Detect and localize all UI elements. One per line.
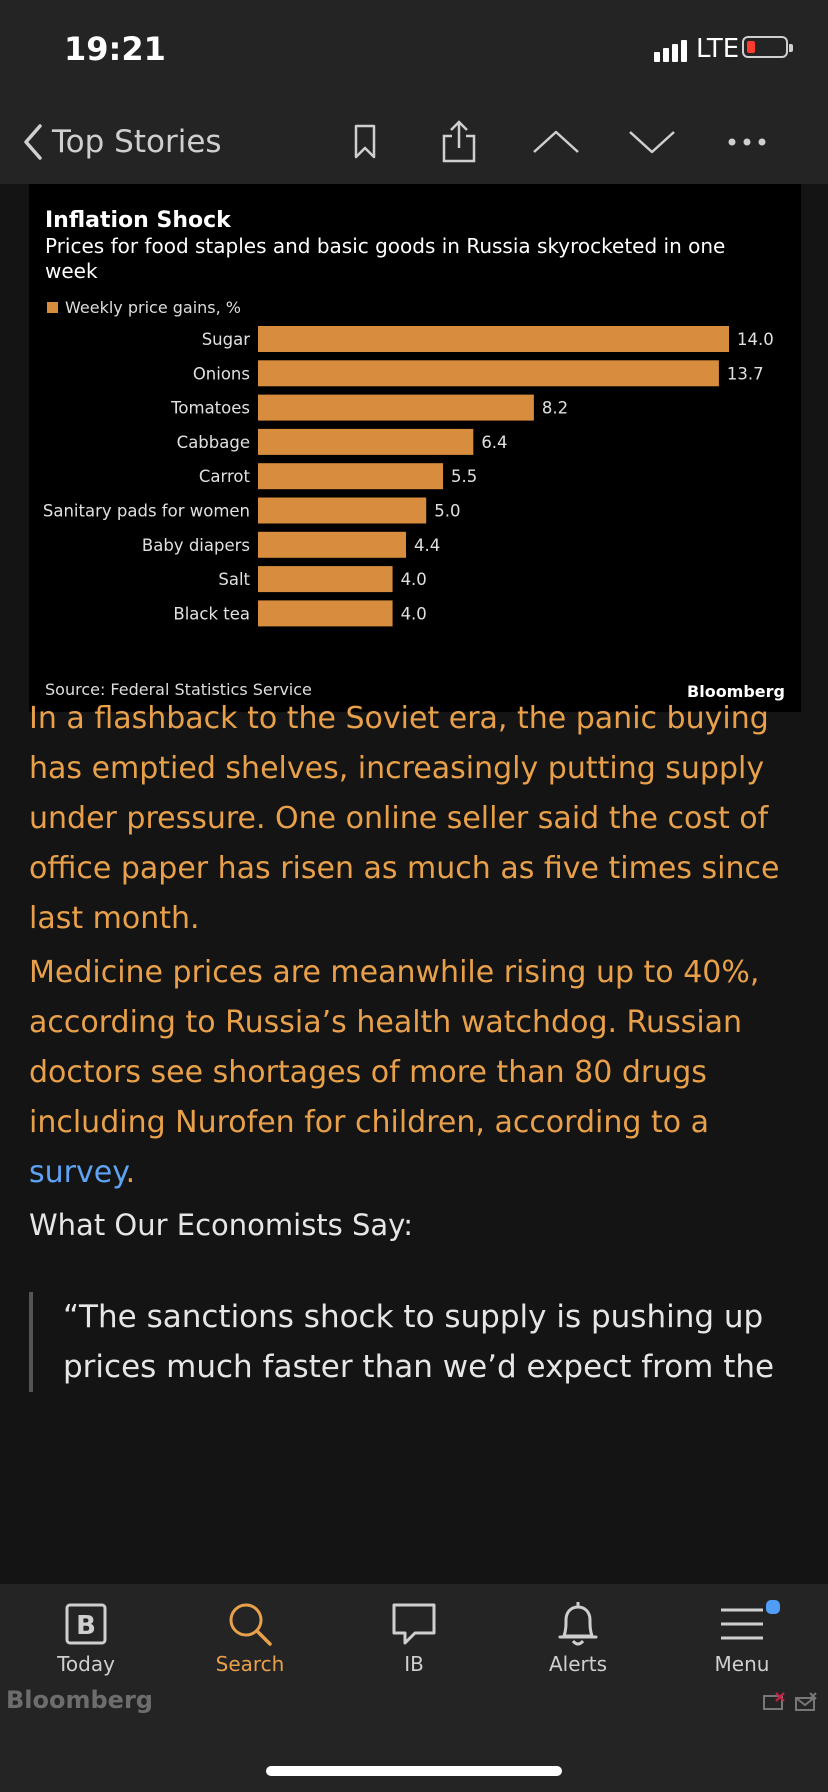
category-label: Tomatoes (170, 399, 250, 418)
nav-bar: Top Stories (0, 100, 828, 184)
tab-label: Search (215, 1652, 285, 1676)
bar (258, 394, 534, 421)
tab-today[interactable]: B Today (26, 1598, 146, 1678)
bar (258, 326, 729, 352)
bar (258, 600, 393, 627)
legend-swatch (47, 302, 58, 313)
category-label: Baby diapers (142, 536, 250, 555)
chart-card: Inflation Shock Prices for food staples … (29, 184, 801, 712)
value-label: 13.7 (727, 364, 764, 383)
more-button[interactable] (722, 118, 772, 166)
paragraph-text: Medicine prices are meanwhile rising up … (29, 955, 760, 1140)
bloomberg-footer-logo: Bloomberg (6, 1686, 153, 1714)
bar (258, 463, 444, 490)
status-bar: 19:21 LTE (0, 0, 828, 100)
chart-subtitle: Prices for food staples and basic goods … (45, 234, 726, 283)
tab-alerts[interactable]: Alerts (518, 1598, 638, 1678)
chart-title: Inflation Shock (45, 208, 231, 233)
section-subhead: What Our Economists Say: (29, 1208, 414, 1242)
bookmark-button[interactable] (340, 118, 390, 166)
share-icon (442, 120, 476, 163)
chevron-left-icon (24, 124, 42, 160)
bookmark-icon (354, 124, 376, 159)
category-label: Carrot (199, 467, 251, 486)
status-time: 19:21 (64, 30, 166, 68)
search-icon (229, 1603, 272, 1646)
category-label: Black tea (173, 604, 250, 623)
article-content[interactable]: Inflation Shock Prices for food staples … (0, 184, 828, 1584)
tab-label: IB (404, 1652, 424, 1676)
chart-legend: Weekly price gains, % (47, 298, 241, 317)
bar (258, 428, 474, 455)
menu-icon (721, 1608, 763, 1640)
mail-status-icon (795, 1692, 817, 1711)
category-label: Sanitary pads for women (43, 502, 250, 521)
value-label: 4.4 (414, 536, 440, 555)
back-button[interactable]: Top Stories (22, 122, 222, 162)
notification-dot (764, 1598, 782, 1616)
value-label: 5.5 (451, 467, 477, 486)
category-label: Onions (193, 364, 250, 383)
bar (258, 531, 407, 558)
chart-source: Source: Federal Statistics Service (45, 680, 312, 699)
bar-chart: Sugar 14.0 Onions 13.7 Tomatoes 8.2 Cabbage 6.4… (43, 326, 774, 627)
article-paragraph: In a flashback to the Soviet era, the pa… (29, 701, 780, 936)
next-story-button[interactable] (626, 118, 678, 166)
battery-icon (742, 36, 793, 58)
value-label: 6.4 (481, 433, 507, 452)
bar (258, 360, 719, 387)
more-dots-icon (728, 138, 766, 146)
chart-brand-logo: Bloomberg (687, 682, 785, 701)
tab-ib[interactable]: IB (354, 1598, 474, 1678)
blockquote: “The sanctions shock to supply is pushin… (29, 1292, 799, 1392)
share-button[interactable] (434, 118, 484, 166)
category-label: Sugar (202, 330, 251, 349)
footer-icons (762, 1692, 818, 1714)
value-label: 5.0 (434, 502, 460, 521)
chevron-down-icon (629, 131, 675, 154)
bar (258, 497, 427, 524)
tab-search[interactable]: Search (190, 1598, 310, 1678)
svg-text:B: B (76, 1611, 96, 1641)
tab-bar (0, 1584, 828, 1792)
bell-icon (558, 1602, 598, 1646)
value-label: 14.0 (737, 330, 774, 349)
signal-icon (654, 40, 687, 62)
bloomberg-b-icon: B (65, 1603, 107, 1645)
tab-label: Today (57, 1652, 115, 1676)
category-label: Cabbage (177, 433, 250, 452)
home-indicator (266, 1766, 562, 1776)
article-paragraph: Medicine prices are meanwhile rising up … (29, 948, 789, 1198)
survey-link[interactable]: survey (29, 1155, 126, 1190)
paragraph-end: . (125, 1155, 136, 1190)
previous-story-button[interactable] (530, 118, 582, 166)
category-label: Salt (218, 570, 250, 589)
tab-label: Menu (714, 1652, 770, 1676)
chat-bubble-icon (392, 1603, 436, 1645)
carrier-label: LTE (696, 34, 740, 64)
message-status-icon (763, 1692, 785, 1710)
chevron-up-icon (533, 130, 579, 153)
value-label: 4.0 (401, 570, 427, 589)
value-label: 4.0 (401, 604, 427, 623)
legend-label: Weekly price gains, % (65, 298, 241, 317)
bar (258, 566, 393, 593)
tab-menu[interactable]: Menu (682, 1598, 802, 1678)
value-label: 8.2 (542, 399, 568, 418)
back-label: Top Stories (52, 124, 222, 160)
tab-label: Alerts (548, 1652, 608, 1676)
